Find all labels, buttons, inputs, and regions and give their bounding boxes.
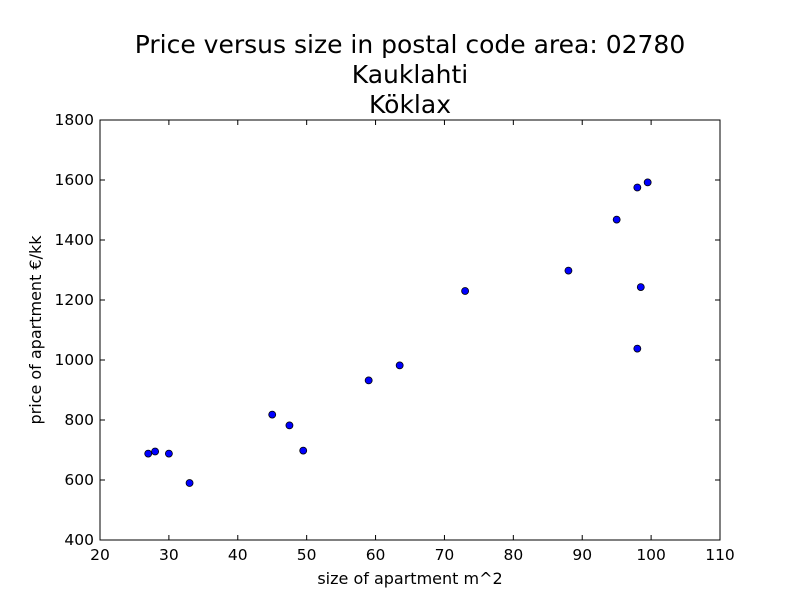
x-tick-label: 80 xyxy=(503,546,523,564)
data-point xyxy=(564,266,573,275)
y-tick-label: 1200 xyxy=(55,291,94,309)
data-point xyxy=(633,183,642,192)
chart-title-line: Kauklahti xyxy=(352,60,468,89)
data-points xyxy=(144,178,652,487)
plot-frame xyxy=(99,119,721,541)
x-tick-label: 110 xyxy=(705,546,735,564)
chart-title: Price versus size in postal code area: 0… xyxy=(135,30,685,119)
data-point xyxy=(299,446,308,455)
x-tick-label: 90 xyxy=(572,546,592,564)
chart-title-line: Köklax xyxy=(369,90,451,119)
x-tick-label: 50 xyxy=(297,546,317,564)
x-tick-label: 100 xyxy=(636,546,666,564)
x-tick-label: 40 xyxy=(228,546,248,564)
axis-ticks xyxy=(99,119,721,541)
data-point xyxy=(643,178,652,187)
y-tick-label: 800 xyxy=(64,411,94,429)
x-tick-label: 60 xyxy=(366,546,386,564)
y-tick-label: 1600 xyxy=(55,171,94,189)
x-tick-label: 20 xyxy=(90,546,110,564)
data-point xyxy=(612,215,621,224)
data-point xyxy=(164,449,173,458)
data-point xyxy=(285,421,294,430)
data-point xyxy=(633,344,642,353)
x-tick-label: 30 xyxy=(159,546,179,564)
data-point xyxy=(364,376,373,385)
y-axis-label: price of apartment €/kk xyxy=(26,235,45,425)
data-point xyxy=(461,287,470,295)
y-tick-label: 1800 xyxy=(55,111,94,129)
y-tick-label: 1000 xyxy=(55,351,94,369)
data-point xyxy=(395,361,404,370)
data-point xyxy=(268,410,277,419)
y-tick-label: 600 xyxy=(64,471,94,489)
data-point xyxy=(636,283,645,292)
data-point xyxy=(151,447,160,456)
y-tick-label: 400 xyxy=(64,531,94,549)
axis-tick-labels: 20 30 40 50 60 70 80 90 100 110 400 600 800 1000 1200 1… xyxy=(55,111,735,564)
data-point xyxy=(185,479,194,487)
chart-title-line: Price versus size in postal code area: 0… xyxy=(135,30,685,59)
x-axis-label: size of apartment m^2 xyxy=(317,569,502,588)
data-point xyxy=(144,449,153,458)
y-tick-label: 1400 xyxy=(55,231,94,249)
x-tick-label: 70 xyxy=(435,546,455,564)
